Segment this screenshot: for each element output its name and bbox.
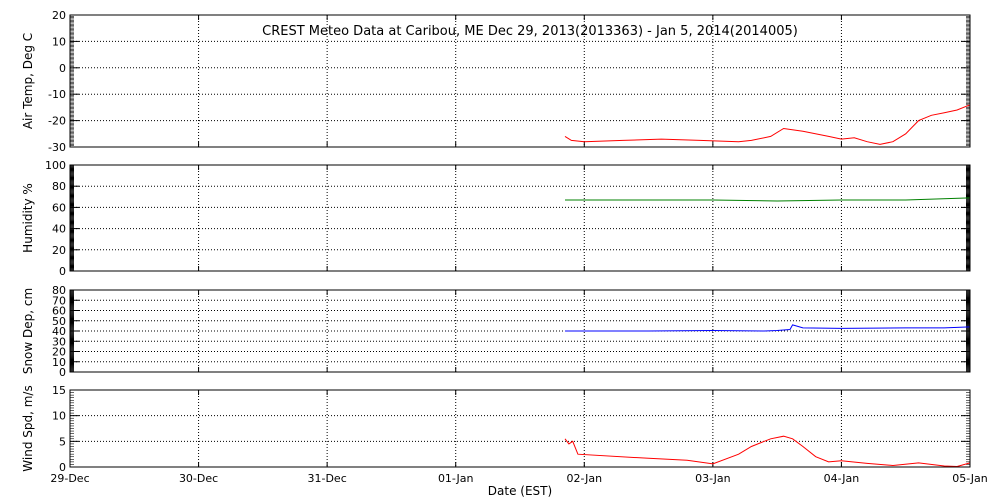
x-tick-label: 04-Jan bbox=[824, 472, 860, 485]
series-line bbox=[565, 324, 971, 332]
y-tick-label: 20 bbox=[52, 346, 66, 359]
plot-frame bbox=[69, 389, 971, 468]
y-tick-label: -10 bbox=[48, 88, 66, 101]
y-tick-label: -30 bbox=[48, 141, 66, 154]
y-tick-label: 5 bbox=[59, 435, 66, 448]
y-tick-label: 15 bbox=[52, 384, 66, 397]
panel-1: 0 20 40 60 80 100 Humidity % bbox=[21, 159, 971, 278]
y-tick-label: 80 bbox=[52, 180, 66, 193]
y-axis-label: Air Temp, Deg C bbox=[21, 33, 35, 129]
series-line bbox=[564, 104, 971, 145]
y-tick-label: -20 bbox=[48, 115, 66, 128]
panel-3: 0 5 10 15 Wind Spd, m/s bbox=[21, 384, 971, 474]
y-tick-label: 20 bbox=[52, 9, 66, 22]
y-tick-label: 40 bbox=[52, 325, 66, 338]
y-tick-label: 10 bbox=[52, 410, 66, 423]
y-tick-label: 0 bbox=[59, 62, 66, 75]
series-line bbox=[565, 197, 971, 202]
x-tick-label: 05-Jan bbox=[952, 472, 988, 485]
x-tick-label: 29-Dec bbox=[50, 472, 89, 485]
y-tick-label: 60 bbox=[52, 305, 66, 318]
x-axis-title: Date (EST) bbox=[488, 484, 552, 498]
x-tick-label: 30-Dec bbox=[179, 472, 218, 485]
plot-frame bbox=[69, 164, 971, 272]
y-tick-label: 0 bbox=[59, 366, 66, 379]
x-tick-label: 02-Jan bbox=[567, 472, 603, 485]
y-tick-label: 70 bbox=[52, 294, 66, 307]
series-line bbox=[564, 435, 971, 468]
plot-frame bbox=[69, 289, 971, 373]
y-tick-label: 60 bbox=[52, 201, 66, 214]
y-tick-label: 20 bbox=[52, 244, 66, 257]
y-tick-label: 30 bbox=[52, 335, 66, 348]
x-tick-label: 03-Jan bbox=[695, 472, 731, 485]
y-tick-label: 10 bbox=[52, 35, 66, 48]
y-tick-label: 0 bbox=[59, 265, 66, 278]
x-tick-label: 31-Dec bbox=[308, 472, 347, 485]
y-axis-label: Humidity % bbox=[21, 183, 35, 253]
panel-0: -30 -20 -10 0 10 20 Air Temp, Deg C bbox=[21, 9, 971, 154]
x-tick-label: 01-Jan bbox=[438, 472, 474, 485]
y-tick-label: 50 bbox=[52, 315, 66, 328]
y-tick-label: 100 bbox=[45, 159, 66, 172]
y-tick-label: 40 bbox=[52, 223, 66, 236]
chart-title: CREST Meteo Data at Caribou, ME Dec 29, … bbox=[262, 24, 798, 39]
y-tick-label: 10 bbox=[52, 356, 66, 369]
y-tick-label: 80 bbox=[52, 284, 66, 297]
y-tick-label: 0 bbox=[59, 461, 66, 474]
plot-frame bbox=[69, 14, 971, 148]
y-axis-label: Wind Spd, m/s bbox=[21, 385, 35, 471]
y-axis-label: Snow Dep, cm bbox=[21, 288, 35, 374]
